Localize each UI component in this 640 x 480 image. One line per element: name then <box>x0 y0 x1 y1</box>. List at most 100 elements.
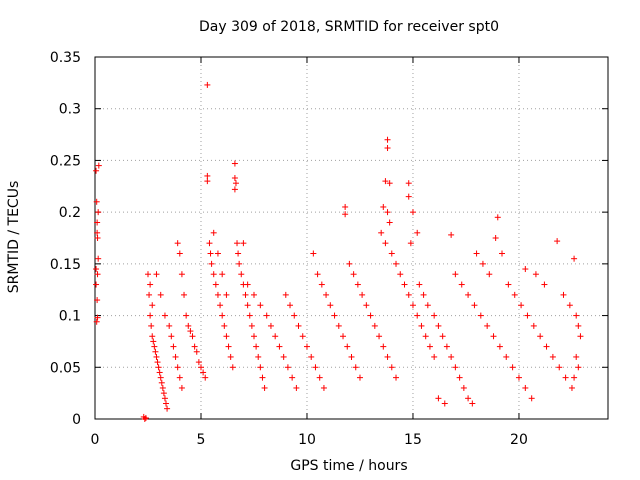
data-point <box>154 359 161 366</box>
data-point <box>299 333 306 340</box>
data-point <box>479 260 486 267</box>
data-point <box>543 343 550 350</box>
y-tick-label: 0 <box>72 412 81 428</box>
data-point <box>225 343 232 350</box>
data-point <box>178 271 185 278</box>
data-point <box>460 384 467 391</box>
data-point <box>161 395 168 402</box>
data-point <box>486 271 493 278</box>
data-point <box>234 240 241 247</box>
data-point <box>174 364 181 371</box>
data-point <box>178 384 185 391</box>
data-point <box>227 353 234 360</box>
data-point <box>261 384 268 391</box>
data-point <box>284 364 291 371</box>
data-point <box>151 343 158 350</box>
data-point <box>160 390 167 397</box>
data-point <box>405 180 412 187</box>
data-point <box>94 229 101 236</box>
data-point <box>295 322 302 329</box>
data-point <box>282 291 289 298</box>
data-point <box>469 400 476 407</box>
data-point <box>530 322 537 329</box>
data-point <box>352 364 359 371</box>
data-point <box>490 333 497 340</box>
data-point <box>426 343 433 350</box>
data-point <box>94 314 101 321</box>
data-point <box>499 250 506 257</box>
y-tick-label: 0.2 <box>59 205 81 221</box>
data-point <box>303 343 310 350</box>
data-point <box>93 266 100 273</box>
data-point <box>511 291 518 298</box>
data-point <box>573 312 580 319</box>
data-point <box>183 312 190 319</box>
data-point <box>250 333 257 340</box>
data-point <box>384 145 391 152</box>
data-point <box>168 333 175 340</box>
data-point <box>291 312 298 319</box>
data-point <box>149 302 156 309</box>
x-tick-label: 10 <box>298 432 316 448</box>
data-point <box>354 281 361 288</box>
data-point <box>244 302 251 309</box>
data-point <box>314 271 321 278</box>
data-point <box>170 343 177 350</box>
data-point <box>356 374 363 381</box>
data-point <box>401 281 408 288</box>
data-point <box>248 322 255 329</box>
data-point <box>452 364 459 371</box>
data-point <box>562 374 569 381</box>
data-point <box>409 209 416 216</box>
data-point <box>150 338 157 345</box>
data-point <box>549 353 556 360</box>
data-point <box>532 271 539 278</box>
data-point <box>382 178 389 185</box>
data-point <box>431 312 438 319</box>
data-point <box>335 322 342 329</box>
data-point <box>176 374 183 381</box>
data-point <box>414 229 421 236</box>
data-point <box>95 209 102 216</box>
data-point <box>95 162 102 169</box>
data-point <box>509 364 516 371</box>
data-point <box>359 291 366 298</box>
data-point <box>382 240 389 247</box>
data-point <box>571 374 578 381</box>
data-point <box>312 364 319 371</box>
data-point <box>158 379 165 386</box>
data-point <box>515 374 522 381</box>
data-point <box>223 291 230 298</box>
data-point <box>208 260 215 267</box>
data-point <box>397 271 404 278</box>
data-point <box>435 395 442 402</box>
data-point <box>204 81 211 88</box>
data-point <box>465 395 472 402</box>
data-point <box>418 322 425 329</box>
data-point <box>363 302 370 309</box>
data-point <box>276 343 283 350</box>
data-point <box>210 229 217 236</box>
data-point <box>181 291 188 298</box>
data-point <box>263 312 270 319</box>
data-point <box>380 203 387 210</box>
data-point <box>524 312 531 319</box>
data-point <box>371 322 378 329</box>
data-point <box>484 322 491 329</box>
data-point <box>344 343 351 350</box>
data-point <box>219 271 226 278</box>
data-point <box>149 333 156 340</box>
data-point <box>187 328 194 335</box>
data-point <box>473 250 480 257</box>
data-point <box>448 353 455 360</box>
data-point <box>414 312 421 319</box>
data-point <box>376 333 383 340</box>
x-tick-label: 5 <box>197 432 206 448</box>
data-point <box>217 302 224 309</box>
data-point <box>210 271 217 278</box>
data-point <box>452 271 459 278</box>
data-point <box>94 235 101 241</box>
data-points <box>93 81 584 422</box>
data-point <box>522 384 529 391</box>
